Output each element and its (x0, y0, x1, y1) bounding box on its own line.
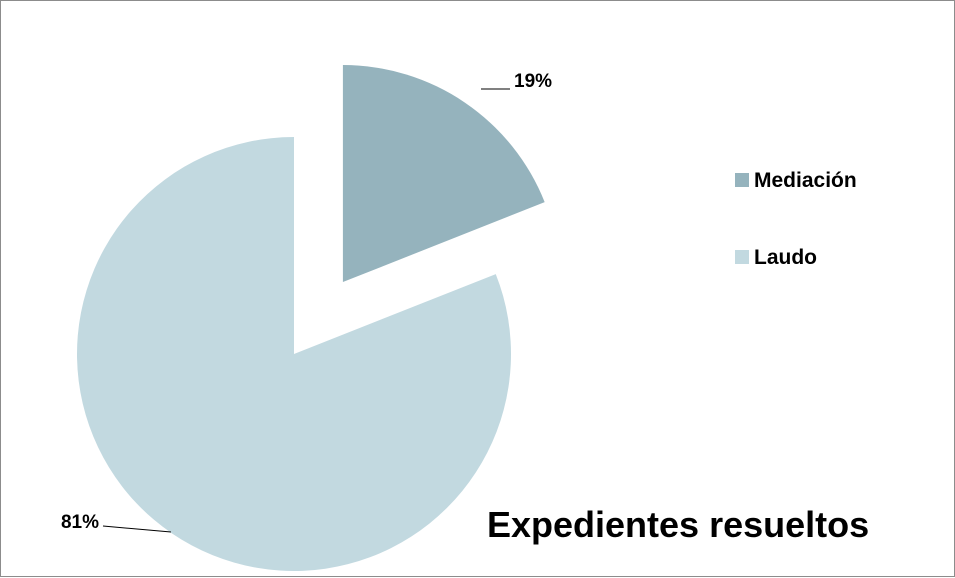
leader-lines (102, 88, 510, 533)
pie-slice-laudo (77, 137, 512, 571)
chart-title: Expedientes resueltos (487, 504, 869, 545)
legend-swatch (735, 250, 749, 264)
legend-label: Laudo (754, 246, 817, 269)
leader-line (102, 525, 172, 533)
legend-swatch (735, 173, 749, 187)
data-label: 19% (514, 71, 552, 92)
data-labels: 19% 81% (61, 71, 552, 533)
data-label: 81% (61, 512, 99, 533)
legend-label: Mediación (754, 169, 857, 192)
slices-layer (77, 65, 545, 571)
pie-slice-mediacion (342, 65, 545, 283)
legend: Mediación Laudo (735, 169, 857, 269)
